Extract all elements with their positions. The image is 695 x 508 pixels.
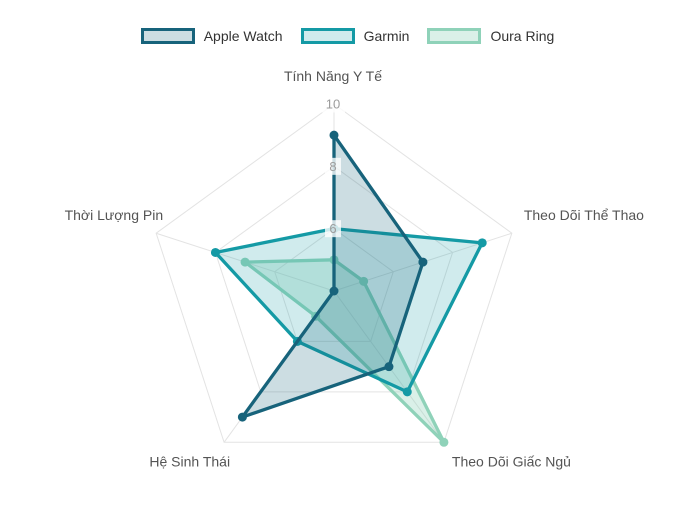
chart-legend: Apple Watch Garmin Oura Ring [0,28,695,44]
data-point-garmin-2[interactable] [402,387,412,397]
data-point-oura-ring-2[interactable] [439,437,449,447]
data-point-apple-watch-3[interactable] [237,412,247,422]
axis-label-3: Hệ Sinh Thái [149,453,230,469]
legend-item-garmin[interactable]: Garmin [300,28,410,44]
tick-label-10: 10 [326,97,340,112]
data-point-oura-ring-4[interactable] [240,257,250,267]
legend-label-garmin: Garmin [363,28,410,44]
data-point-apple-watch-1[interactable] [418,257,428,267]
data-point-garmin-1[interactable] [477,238,487,248]
legend-item-apple-watch[interactable]: Apple Watch [140,28,283,44]
radar-grid-ring [274,228,394,342]
tick-label-8: 8 [329,159,336,174]
tick-label-6: 6 [329,221,336,236]
tick-backdrop [325,157,341,175]
legend-swatch-apple-watch [140,28,195,44]
tick-backdrop [325,220,341,238]
axis-label-4: Thời Lượng Pin [65,207,164,223]
radar-grid-ring [155,103,513,443]
legend-swatch-garmin [300,28,355,44]
legend-item-oura-ring[interactable]: Oura Ring [427,28,554,44]
axis-label-0: Tính Năng Y Tế [284,68,382,84]
data-point-apple-watch-0[interactable] [329,130,339,140]
data-point-apple-watch-2[interactable] [384,362,394,372]
series-polygon-garmin [213,227,484,394]
data-point-garmin-4[interactable] [210,247,220,257]
data-point-oura-ring-1[interactable] [359,276,369,286]
axis-label-2: Theo Dõi Giấc Ngủ [452,453,571,469]
legend-label-oura-ring: Oura Ring [490,28,555,44]
data-point-apple-watch-4[interactable] [329,286,339,296]
axis-label-1: Theo Dõi Thể Thao [524,207,644,223]
legend-swatch-oura-ring [427,28,482,44]
series-polygon-apple-watch [240,133,425,419]
legend-label-apple-watch: Apple Watch [203,28,283,44]
tick-backdrop [321,95,345,113]
